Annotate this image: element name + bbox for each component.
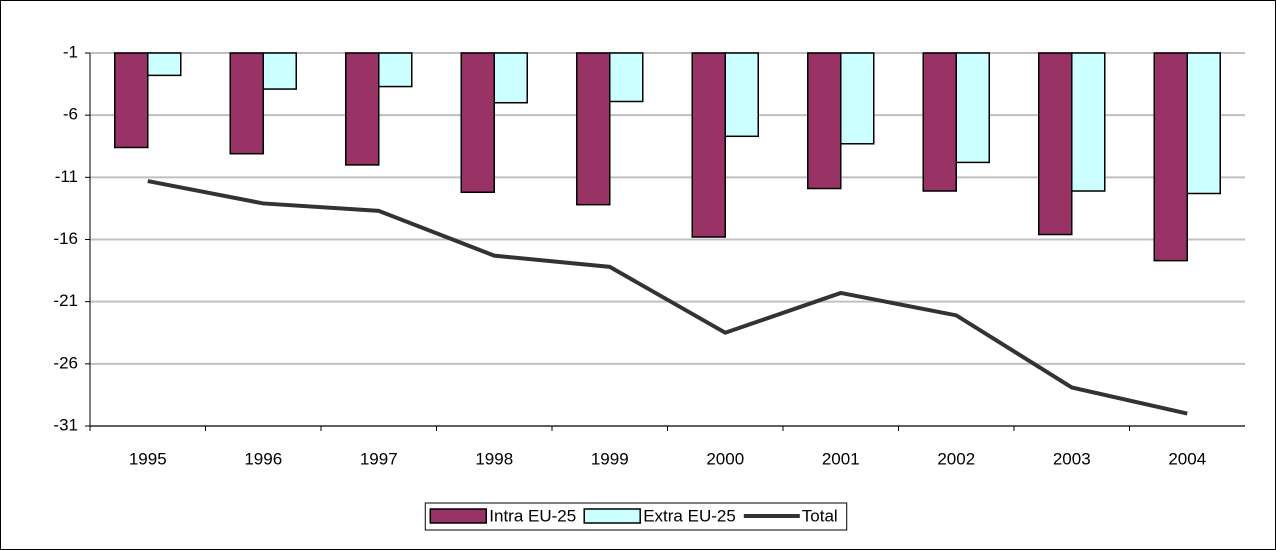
bar: [229, 52, 264, 155]
bar: [724, 52, 759, 138]
x-tick-label: 2001: [822, 449, 860, 468]
legend-label: Extra EU-25: [643, 506, 736, 525]
legend-label: Total: [802, 506, 838, 525]
bar: [345, 52, 380, 166]
bar: [493, 52, 528, 104]
x-tick-label: 1995: [129, 449, 167, 468]
bar: [1153, 52, 1188, 262]
x-tick-label: 1998: [475, 449, 513, 468]
bar: [262, 52, 297, 90]
bar: [1186, 52, 1221, 195]
x-tick-label: 2002: [937, 449, 975, 468]
legend-label: Intra EU-25: [489, 506, 576, 525]
bar: [807, 52, 842, 190]
bar: [460, 52, 495, 194]
y-tick-label: -11: [55, 167, 78, 186]
y-tick-label: -31: [53, 415, 78, 434]
x-tick-label: 1999: [591, 449, 629, 468]
legend: Intra EU-25 Extra EU-25 Total: [424, 502, 848, 531]
y-tick-label: -26: [53, 353, 78, 372]
legend-item: Extra EU-25: [583, 506, 736, 525]
line: [147, 179, 1188, 416]
bar: [1038, 52, 1073, 236]
x-tick-label: 2004: [1168, 449, 1206, 468]
x-tick-label: 1996: [244, 449, 282, 468]
x-tick-label: 2000: [706, 449, 744, 468]
y-tick-label: -21: [53, 291, 78, 310]
bar: [609, 52, 644, 103]
bar: [922, 52, 957, 192]
legend-item: Total: [743, 506, 838, 525]
x-tick-label: 2003: [1053, 449, 1091, 468]
bar: [147, 52, 182, 77]
y-tick-label: -16: [53, 229, 78, 248]
bar: [1071, 52, 1106, 192]
x-tick-label: 1997: [360, 449, 398, 468]
bar: [378, 52, 413, 88]
bar: [955, 52, 990, 164]
y-tick-label: -6: [63, 105, 78, 124]
bar: [576, 52, 611, 206]
legend-swatch: [429, 508, 488, 524]
bar: [840, 52, 875, 145]
y-tick-label: -1: [63, 42, 78, 61]
legend-item: Intra EU-25: [429, 506, 576, 525]
bar: [114, 52, 149, 149]
legend-swatch: [583, 508, 641, 524]
bar: [691, 52, 726, 238]
